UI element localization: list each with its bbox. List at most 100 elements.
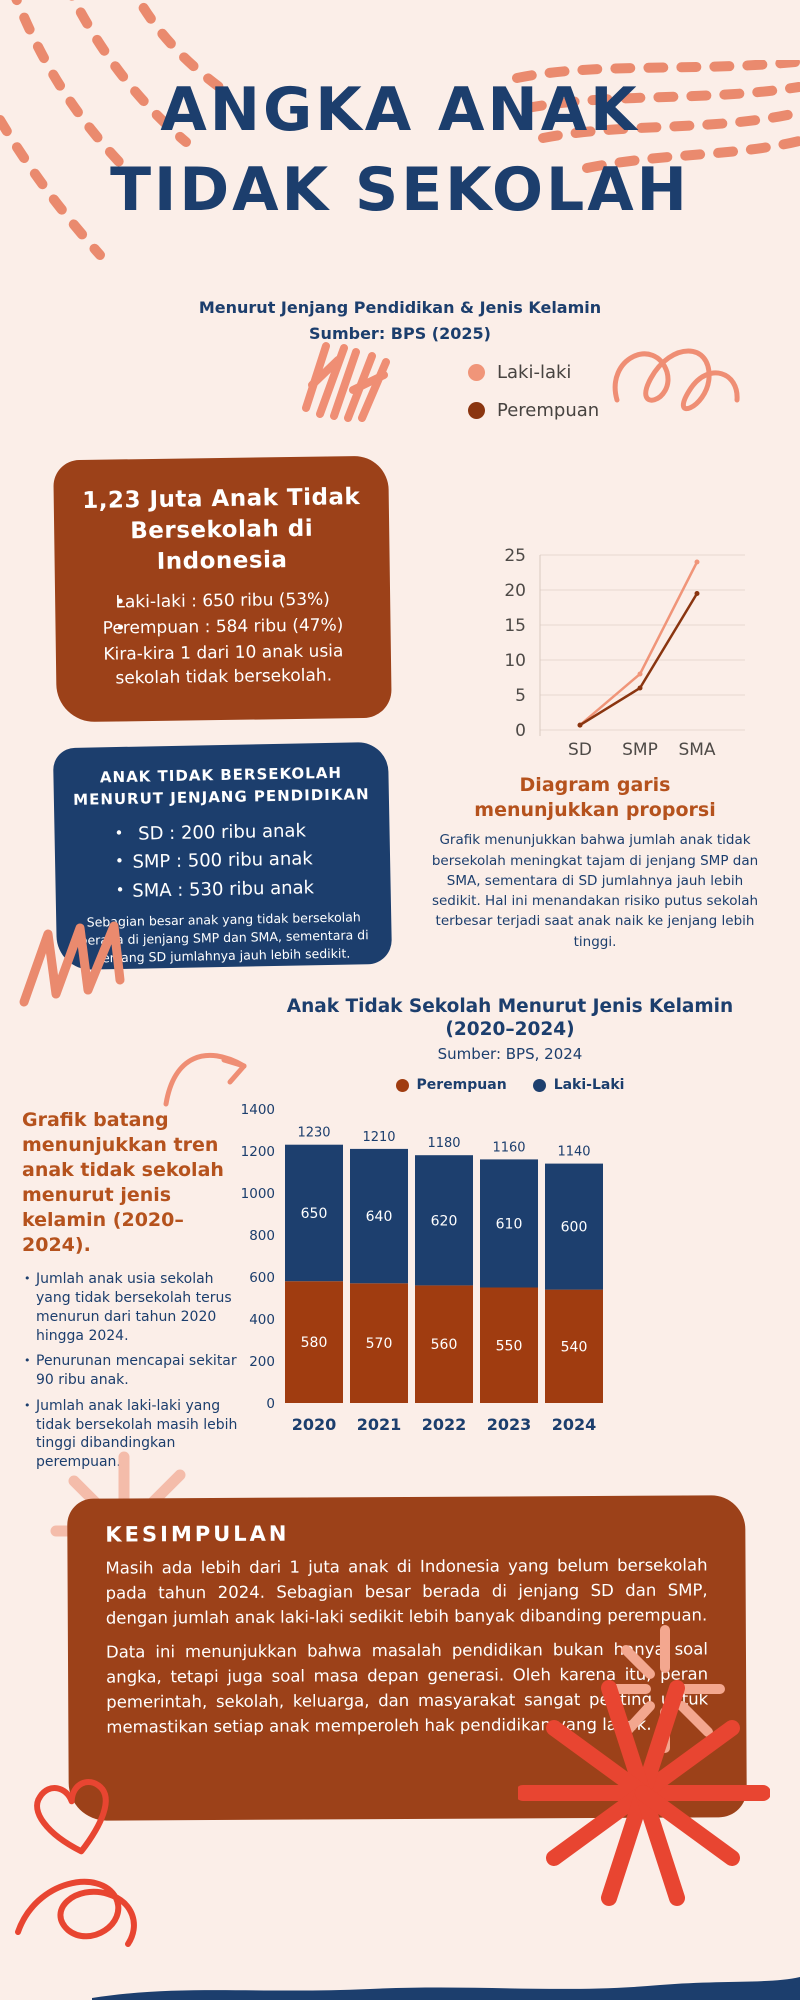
spiral-squiggle-decoration [612, 348, 740, 411]
data-point [577, 722, 583, 728]
y-tick-label: 1000 [241, 1186, 275, 1202]
legend-item-laki-laki: Laki-Laki [532, 1077, 624, 1093]
dashed-swoosh-top-left-decoration [0, 0, 237, 260]
bar-value-label: 640 [366, 1209, 393, 1225]
star-ray [601, 1680, 651, 1801]
zigzag-scribble-decoration [19, 921, 125, 1007]
bar-segment [480, 1159, 538, 1288]
legend-label: Perempuan [497, 400, 600, 421]
dash-stroke [68, 0, 191, 147]
list-item: Penurunan mencapai sekitar 90 ribu anak. [22, 1352, 250, 1390]
year-label: 2020 [292, 1415, 337, 1434]
bar-value-label: 620 [431, 1213, 458, 1229]
bar-chart-source: Sumber: BPS, 2024 [437, 1045, 583, 1064]
list-item: SMA : 530 ribu anak [71, 873, 374, 908]
bar-value-label: 560 [431, 1337, 458, 1353]
star-ray [546, 1720, 651, 1801]
y-tick-label: 800 [249, 1228, 275, 1244]
bar-total-label: 1230 [297, 1126, 330, 1141]
highlight-bullets: Laki-laki : 650 ribu (53%) Perempuan : 5… [73, 587, 373, 642]
bar-chart-aside: Grafik batang menunjukkan tren anak tida… [22, 1108, 250, 1479]
bar-segment [545, 1163, 603, 1290]
legend-item-perempuan: Perempuan [468, 400, 599, 421]
bar-segment [350, 1283, 408, 1403]
y-tick-label: 200 [249, 1354, 275, 1370]
legend-item-laki-laki: Laki-laki [468, 362, 599, 383]
star-ray [635, 1785, 685, 1906]
line-note-title: Diagram garis menunjukkan proporsi [474, 774, 716, 821]
bar-value-label: 570 [366, 1336, 393, 1352]
page-title-line1: ANGKA ANAK [160, 75, 640, 145]
bar-value-label: 550 [496, 1338, 523, 1354]
bar-segment [285, 1144, 343, 1282]
star-ray [677, 1701, 713, 1737]
highlight-box: 1,23 Juta Anak Tidak Bersekolah di Indon… [53, 455, 392, 723]
wave-path [92, 1977, 800, 2000]
x-tick-label: SMA [678, 740, 715, 760]
highlight-note: Kira-kira 1 dari 10 anak usia sekolah ti… [103, 641, 344, 689]
arrow-head [221, 1057, 247, 1069]
y-tick-label: 0 [515, 721, 526, 741]
education-bullets: SD : 200 ribu anak SMP : 500 ribu anak S… [70, 816, 375, 908]
bar-chart-title-line2: (2020–2024) [445, 1019, 575, 1041]
red-starburst-icon [518, 1680, 770, 1906]
line-chart-legend: Laki-laki Perempuan [468, 362, 599, 421]
y-tick-label: 0 [266, 1396, 275, 1412]
star-ray [635, 1680, 685, 1801]
legend-dot-icon [468, 402, 485, 419]
data-point [637, 685, 643, 691]
page-title-line2: TIDAK SEKOLAH [110, 155, 690, 225]
star-ray [623, 1701, 655, 1735]
year-label: 2023 [487, 1415, 532, 1434]
list-item: Jumlah anak usia sekolah yang tidak bers… [22, 1270, 250, 1345]
bar-value-label: 650 [301, 1206, 328, 1222]
star-ray [621, 1645, 655, 1679]
line-chart: 0 5 10 15 20 25 SD SMP SMA [504, 546, 745, 760]
bar-total-label: 1180 [427, 1136, 460, 1151]
bar-segment [415, 1285, 473, 1403]
x-tick-label: SMP [622, 740, 658, 760]
bar-segment [415, 1155, 473, 1286]
year-label: 2022 [422, 1415, 467, 1434]
spiral-path [15, 1878, 137, 1947]
bar-chart-title-line1: Anak Tidak Sekolah Menurut Jenis Kelamin [286, 996, 734, 1017]
bar-segment [545, 1289, 603, 1403]
dash-stroke [522, 82, 800, 113]
bar-value-label: 610 [496, 1216, 523, 1232]
legend-label: Laki-laki [497, 362, 572, 383]
dash-stroke [582, 135, 800, 173]
star-ray [601, 1785, 651, 1906]
bar-value-label: 580 [301, 1335, 328, 1351]
bar-value-label: 540 [561, 1339, 588, 1355]
bar-segment [285, 1281, 343, 1403]
dash-stroke [538, 107, 800, 143]
star-ray [546, 1785, 651, 1866]
bar-chart: 0 200 400 600 800 1000 1200 1400 580 650 1230 2020 5… [241, 1102, 603, 1434]
scribble-stroke [349, 371, 388, 394]
heart-path [34, 1779, 109, 1855]
y-tick-label: 15 [504, 616, 526, 636]
loop-scribble-decoration [15, 1878, 137, 1947]
bar-aside-title: Grafik batang menunjukkan tren anak tida… [22, 1109, 224, 1257]
y-tick-label: 20 [504, 581, 526, 601]
list-item: Jumlah anak laki-laki yang tidak berseko… [22, 1397, 250, 1472]
bottom-wave-decoration [92, 1977, 800, 2000]
year-label: 2024 [552, 1415, 597, 1434]
data-line [578, 592, 699, 727]
conclusion-title: KESIMPULAN [105, 1521, 290, 1547]
bar-total-label: 1160 [492, 1140, 525, 1155]
bar-segment [480, 1287, 538, 1403]
dash-stroke [133, 0, 237, 101]
y-tick-label: 400 [249, 1312, 275, 1328]
bar-chart-legend: Perempuan Laki-Laki [240, 1077, 780, 1093]
scribble-stroke [358, 358, 390, 422]
bar-total-label: 1210 [362, 1130, 395, 1145]
line-note-body: Grafik menunjukkan bahwa jumlah anak tid… [431, 832, 759, 950]
page-source: Sumber: BPS (2025) [309, 324, 491, 343]
y-tick-label: 10 [504, 651, 526, 671]
legend-label: Perempuan [416, 1077, 507, 1094]
bar-aside-bullets: Jumlah anak usia sekolah yang tidak bers… [22, 1270, 250, 1472]
scribble-stroke [308, 356, 342, 389]
year-label: 2021 [357, 1415, 402, 1434]
data-point [694, 591, 700, 596]
